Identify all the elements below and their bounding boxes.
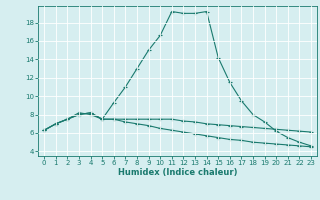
X-axis label: Humidex (Indice chaleur): Humidex (Indice chaleur) (118, 168, 237, 177)
